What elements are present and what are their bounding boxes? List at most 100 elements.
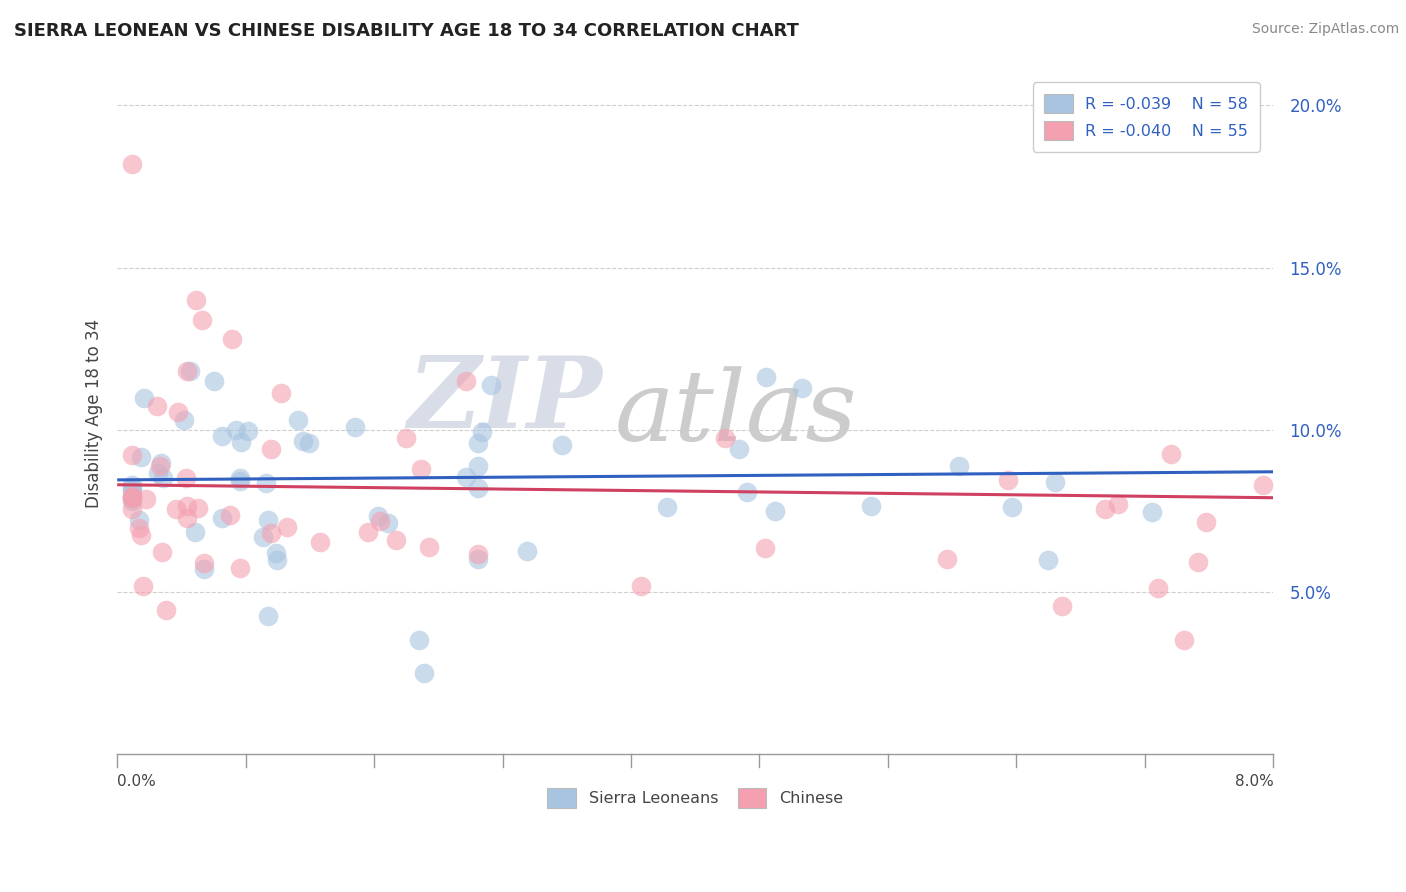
- Point: [357, 524, 380, 539]
- Point: [121, 484, 143, 499]
- Point: [191, 312, 214, 326]
- Point: [184, 293, 207, 307]
- Point: [193, 556, 215, 570]
- Point: [146, 399, 169, 413]
- Point: [266, 546, 288, 560]
- Point: [1140, 505, 1163, 519]
- Point: [467, 551, 489, 566]
- Text: Source: ZipAtlas.com: Source: ZipAtlas.com: [1251, 22, 1399, 37]
- Text: 0.0%: 0.0%: [117, 774, 156, 789]
- Point: [252, 530, 274, 544]
- Point: [467, 436, 489, 450]
- Point: [135, 491, 157, 506]
- Point: [516, 544, 538, 558]
- Point: [229, 561, 252, 575]
- Point: [630, 579, 652, 593]
- Point: [225, 423, 247, 437]
- Point: [173, 412, 195, 426]
- Point: [121, 490, 143, 504]
- Point: [344, 420, 367, 434]
- Point: [997, 473, 1019, 487]
- Point: [367, 508, 389, 523]
- Point: [149, 459, 172, 474]
- Point: [1045, 475, 1067, 490]
- Text: 8.0%: 8.0%: [1234, 774, 1274, 789]
- Point: [276, 520, 298, 534]
- Point: [370, 514, 392, 528]
- Point: [1187, 555, 1209, 569]
- Point: [755, 370, 778, 384]
- Point: [792, 381, 814, 395]
- Point: [179, 364, 201, 378]
- Point: [287, 413, 309, 427]
- Point: [479, 378, 502, 392]
- Point: [229, 471, 252, 485]
- Point: [408, 633, 430, 648]
- Point: [202, 374, 225, 388]
- Point: [260, 442, 283, 456]
- Point: [418, 540, 440, 554]
- Point: [150, 545, 173, 559]
- Point: [655, 500, 678, 514]
- Point: [1001, 500, 1024, 515]
- Point: [1038, 552, 1060, 566]
- Point: [1107, 497, 1129, 511]
- Point: [1094, 502, 1116, 516]
- Point: [456, 470, 478, 484]
- Point: [377, 516, 399, 531]
- Point: [1281, 558, 1303, 572]
- Text: atlas: atlas: [614, 366, 858, 461]
- Point: [121, 448, 143, 462]
- Point: [860, 500, 883, 514]
- Point: [298, 436, 321, 450]
- Point: [228, 474, 250, 488]
- Point: [413, 665, 436, 680]
- Point: [936, 552, 959, 566]
- Point: [174, 471, 197, 485]
- Point: [167, 404, 190, 418]
- Point: [129, 450, 152, 464]
- Point: [165, 502, 187, 516]
- Point: [128, 513, 150, 527]
- Point: [218, 508, 240, 523]
- Text: ZIP: ZIP: [408, 351, 603, 448]
- Point: [254, 476, 277, 491]
- Point: [409, 462, 432, 476]
- Point: [121, 157, 143, 171]
- Point: [121, 477, 143, 491]
- Point: [193, 562, 215, 576]
- Point: [763, 504, 786, 518]
- Point: [385, 533, 408, 548]
- Text: SIERRA LEONEAN VS CHINESE DISABILITY AGE 18 TO 34 CORRELATION CHART: SIERRA LEONEAN VS CHINESE DISABILITY AGE…: [14, 22, 799, 40]
- Point: [1195, 515, 1218, 529]
- Point: [211, 511, 233, 525]
- Point: [728, 442, 751, 457]
- Legend: Sierra Leoneans, Chinese: Sierra Leoneans, Chinese: [541, 781, 849, 814]
- Point: [187, 500, 209, 515]
- Point: [176, 511, 198, 525]
- Point: [129, 528, 152, 542]
- Point: [467, 458, 489, 473]
- Point: [121, 491, 143, 505]
- Point: [132, 391, 155, 405]
- Point: [1173, 633, 1195, 648]
- Point: [121, 494, 143, 508]
- Point: [551, 438, 574, 452]
- Point: [735, 484, 758, 499]
- Point: [155, 602, 177, 616]
- Point: [121, 502, 143, 516]
- Point: [148, 466, 170, 480]
- Point: [257, 513, 280, 527]
- Point: [150, 456, 173, 470]
- Point: [467, 481, 489, 495]
- Point: [260, 526, 283, 541]
- Point: [256, 609, 278, 624]
- Y-axis label: Disability Age 18 to 34: Disability Age 18 to 34: [86, 318, 103, 508]
- Point: [128, 521, 150, 535]
- Point: [121, 491, 143, 505]
- Point: [467, 547, 489, 561]
- Point: [308, 535, 330, 549]
- Point: [1160, 447, 1182, 461]
- Point: [176, 364, 198, 378]
- Point: [1050, 599, 1073, 613]
